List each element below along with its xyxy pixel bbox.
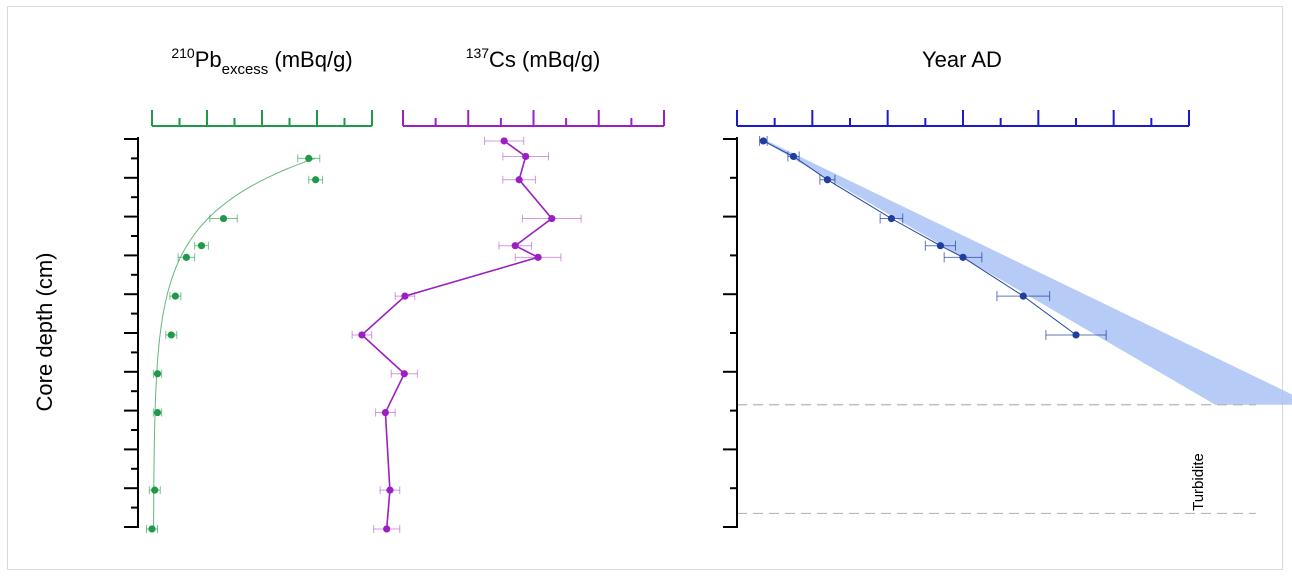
pb-data-point — [171, 292, 179, 300]
pb-data-point — [148, 525, 156, 533]
pb-data-point — [167, 331, 175, 339]
cs-series-line — [360, 140, 553, 529]
cs-data-point — [500, 137, 508, 145]
age-data-point — [959, 253, 967, 261]
cs-data-point — [358, 331, 366, 339]
cs-data-point — [534, 253, 542, 261]
cs-axis-title: 137Cs (mBq/g) — [466, 45, 601, 72]
age-data-point — [1019, 292, 1027, 300]
age-data-point — [1072, 331, 1080, 339]
figure-frame — [7, 6, 1283, 570]
age-panel: Year AD Turbidite — [723, 47, 1292, 528]
y-axis-label: Core depth (cm) — [32, 253, 57, 412]
age-data-point — [936, 242, 945, 250]
cs-title-unit: (mBq/g) — [516, 47, 600, 72]
pb-panel: 210Pbexcess (mBq/g) Core depth (cm) — [32, 45, 373, 533]
age-data-point — [887, 214, 896, 223]
age-data — [759, 135, 1107, 340]
pb-data-point — [312, 176, 320, 184]
age-series-line — [763, 140, 1077, 336]
age-uncertainty-band — [759, 139, 1292, 405]
cs-data-point — [515, 176, 523, 184]
cs-data-point — [511, 242, 519, 250]
pb-axes — [124, 110, 373, 528]
cs-data-point — [400, 370, 408, 378]
cs-data-point — [386, 486, 394, 494]
age-data-point — [759, 137, 767, 145]
pb-data-point — [182, 253, 190, 261]
age-data-point — [823, 176, 832, 184]
age-axis-title: Year AD — [922, 47, 1002, 72]
cs-data-point — [383, 525, 391, 533]
age-band — [737, 139, 1292, 515]
pb-data-point — [305, 154, 313, 162]
age-axes — [723, 110, 1190, 528]
pb-title-sub: excess — [222, 61, 269, 78]
pb-data-point — [151, 486, 159, 494]
cs-panel: 137Cs (mBq/g) — [351, 45, 665, 533]
cs-title-main: Cs — [489, 47, 516, 72]
pb-data-point — [197, 242, 206, 250]
pb-fit-curve — [153, 157, 316, 527]
pb-data-point — [219, 214, 228, 223]
pb-data-point — [153, 370, 162, 378]
cs-data-point — [522, 152, 530, 161]
cs-title-sup: 137 — [466, 45, 490, 61]
pb-title-sup: 210 — [171, 45, 195, 61]
age-data-point — [789, 152, 798, 161]
cs-axes — [402, 110, 665, 127]
pb-data-point — [153, 408, 162, 417]
pb-data — [146, 154, 323, 533]
pb-title-main: Pb — [195, 47, 222, 72]
pb-title-unit: (mBq/g) — [268, 47, 352, 72]
turbidite-label: Turbidite — [1190, 453, 1207, 511]
pb-axis-title: 210Pbexcess (mBq/g) — [171, 45, 352, 78]
cs-data — [351, 136, 582, 533]
cs-data-point — [381, 408, 389, 417]
cs-data-point — [548, 214, 556, 223]
cs-data-point — [401, 292, 409, 300]
